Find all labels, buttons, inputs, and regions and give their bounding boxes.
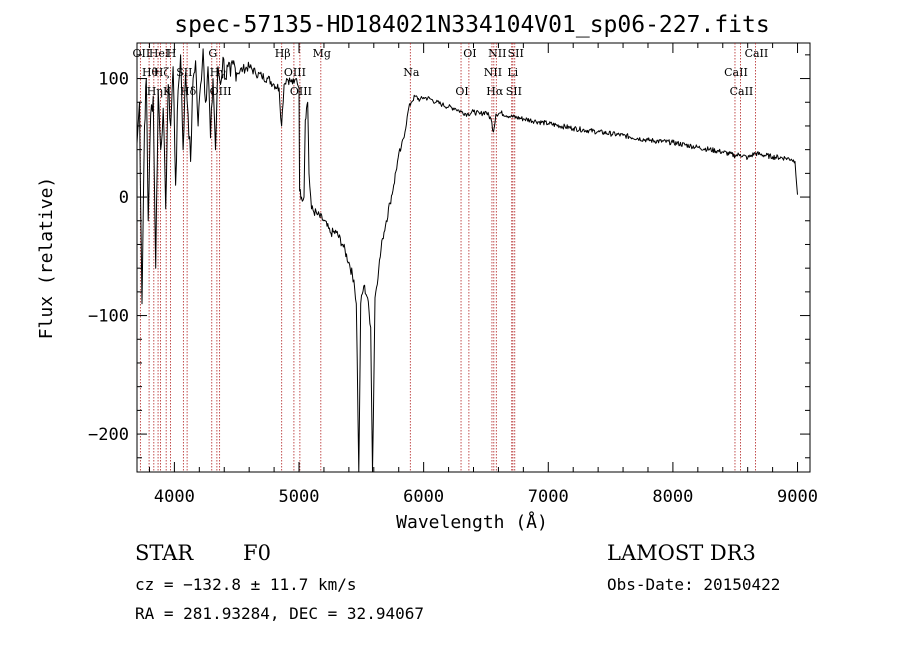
line-marker-label: OIII xyxy=(284,66,306,79)
x-tick-label: 9000 xyxy=(777,487,818,507)
line-marker-label: Hη xyxy=(147,85,163,98)
y-tick-label: 100 xyxy=(98,70,129,90)
x-tick-label: 4000 xyxy=(154,487,195,507)
x-tick-label: 5000 xyxy=(279,487,320,507)
line-marker-label: NII xyxy=(488,47,506,60)
line-marker-labels: OIIHθHηHeIHζKHSIIHδGHγOIIIHβOIIIOIIIMgNa… xyxy=(133,47,769,98)
line-marker-label: SII xyxy=(506,85,522,98)
x-tick-label: 8000 xyxy=(652,487,693,507)
line-marker-label: NII xyxy=(484,66,502,79)
line-marker-label: Hζ xyxy=(154,66,170,79)
line-marker-label: OI xyxy=(455,85,468,98)
line-marker-label: Hα xyxy=(486,85,504,98)
line-marker-label: SII xyxy=(176,66,192,79)
redshift-cz: cz = −132.8 ± 11.7 km/s xyxy=(135,575,357,594)
plot-frame xyxy=(136,42,811,473)
line-marker-label: Hθ xyxy=(142,66,159,79)
line-marker-label: OIII xyxy=(210,85,232,98)
line-marker-label: Hδ xyxy=(180,85,197,98)
series-group xyxy=(136,48,798,473)
spectrum-line xyxy=(136,48,798,473)
line-markers xyxy=(139,43,756,472)
line-marker-label: CaII xyxy=(745,47,769,60)
line-marker-label: OIII xyxy=(290,85,312,98)
line-marker-label: Li xyxy=(507,66,518,79)
line-marker-label: SII xyxy=(508,47,524,60)
line-marker-label: Mg xyxy=(313,47,331,60)
obs-date: Obs-Date: 20150422 xyxy=(607,575,780,594)
y-tick-label: −100 xyxy=(88,307,129,327)
line-marker-label: CaII xyxy=(730,85,754,98)
line-marker-label: HeI xyxy=(149,47,169,60)
x-tick-label: 7000 xyxy=(528,487,569,507)
x-axis-ticks: 4000 5000 6000 7000 8000 9000 xyxy=(148,43,818,507)
x-axis-label: Wavelength (Å) xyxy=(396,511,548,533)
line-marker-label: CaII xyxy=(724,66,748,79)
chart-title: spec-57135-HD184021N334104V01_sp06-227.f… xyxy=(174,12,769,38)
line-marker-label: Hβ xyxy=(275,47,291,60)
line-marker-label: G xyxy=(208,47,217,60)
y-tick-label: −200 xyxy=(88,425,129,445)
object-class: STAR xyxy=(135,541,194,565)
line-marker-label: H xyxy=(167,47,177,60)
line-marker-label: OII xyxy=(133,47,151,60)
y-axis-ticks: −200 −100 0 100 xyxy=(88,54,810,459)
object-subclass: F0 xyxy=(243,541,271,565)
line-marker-label: OI xyxy=(463,47,476,60)
y-tick-label: 0 xyxy=(119,188,129,208)
coordinates: RA = 281.93284, DEC = 32.94067 xyxy=(135,604,424,623)
line-marker-label: Na xyxy=(403,66,420,79)
survey-name: LAMOST DR3 xyxy=(607,541,756,565)
x-tick-label: 6000 xyxy=(403,487,444,507)
y-axis-label: Flux (relative) xyxy=(36,177,57,340)
